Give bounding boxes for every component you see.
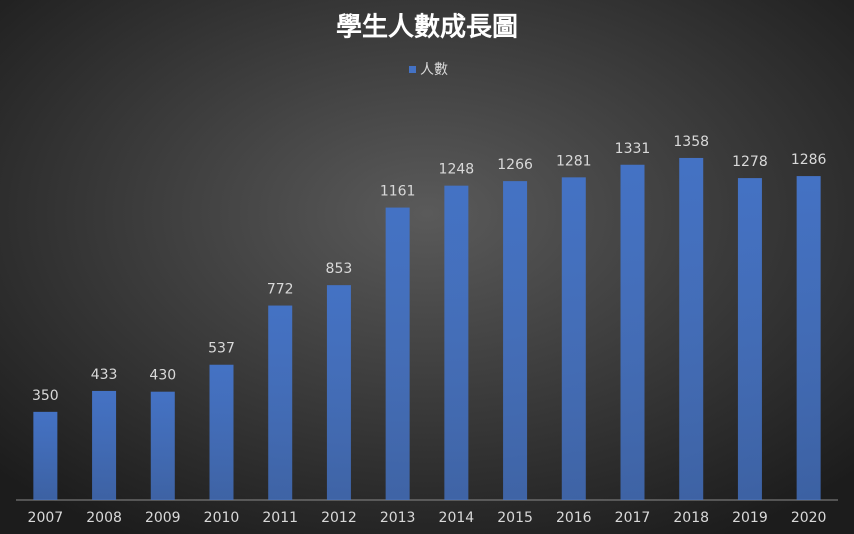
bar xyxy=(326,285,351,500)
x-tick-label: 2007 xyxy=(28,510,64,526)
bar xyxy=(385,207,410,500)
x-tick-label: 2009 xyxy=(145,510,181,526)
bar xyxy=(620,164,645,500)
data-label: 772 xyxy=(267,282,294,298)
x-tick-label: 2019 xyxy=(732,510,768,526)
bar xyxy=(209,364,234,500)
x-tick-label: 2015 xyxy=(497,510,533,526)
data-label: 1286 xyxy=(791,152,827,168)
x-tick-label: 2018 xyxy=(673,510,709,526)
x-tick-label: 2017 xyxy=(615,510,651,526)
x-tick-label: 2011 xyxy=(262,510,298,526)
x-tick-label: 2014 xyxy=(439,510,475,526)
data-label: 537 xyxy=(208,341,235,357)
data-label: 1331 xyxy=(615,141,651,157)
x-tick-label: 2012 xyxy=(321,510,357,526)
x-tick-label: 2013 xyxy=(380,510,416,526)
data-label: 430 xyxy=(149,368,176,384)
legend-swatch xyxy=(409,66,416,73)
data-label: 433 xyxy=(91,367,118,383)
bar xyxy=(561,177,586,500)
data-label: 1266 xyxy=(497,157,533,173)
data-label: 1278 xyxy=(732,154,768,170)
chart-title: 學生人數成長圖 xyxy=(336,13,518,43)
data-label: 1281 xyxy=(556,153,592,169)
data-label: 1358 xyxy=(673,134,709,150)
data-label: 350 xyxy=(32,388,59,404)
bar xyxy=(503,181,528,500)
x-tick-label: 2008 xyxy=(86,510,122,526)
bar xyxy=(679,157,704,501)
data-label: 853 xyxy=(326,261,353,277)
bar xyxy=(737,178,762,500)
bar xyxy=(268,305,293,500)
data-label: 1161 xyxy=(380,184,416,200)
x-tick-label: 2020 xyxy=(791,510,827,526)
x-tick-label: 2016 xyxy=(556,510,592,526)
bar xyxy=(150,391,175,500)
bar xyxy=(796,176,821,500)
bar xyxy=(92,390,117,500)
bar xyxy=(33,411,58,500)
legend-label: 人數 xyxy=(420,62,448,78)
bar xyxy=(444,185,469,500)
data-label: 1248 xyxy=(439,162,475,178)
x-tick-label: 2010 xyxy=(204,510,240,526)
